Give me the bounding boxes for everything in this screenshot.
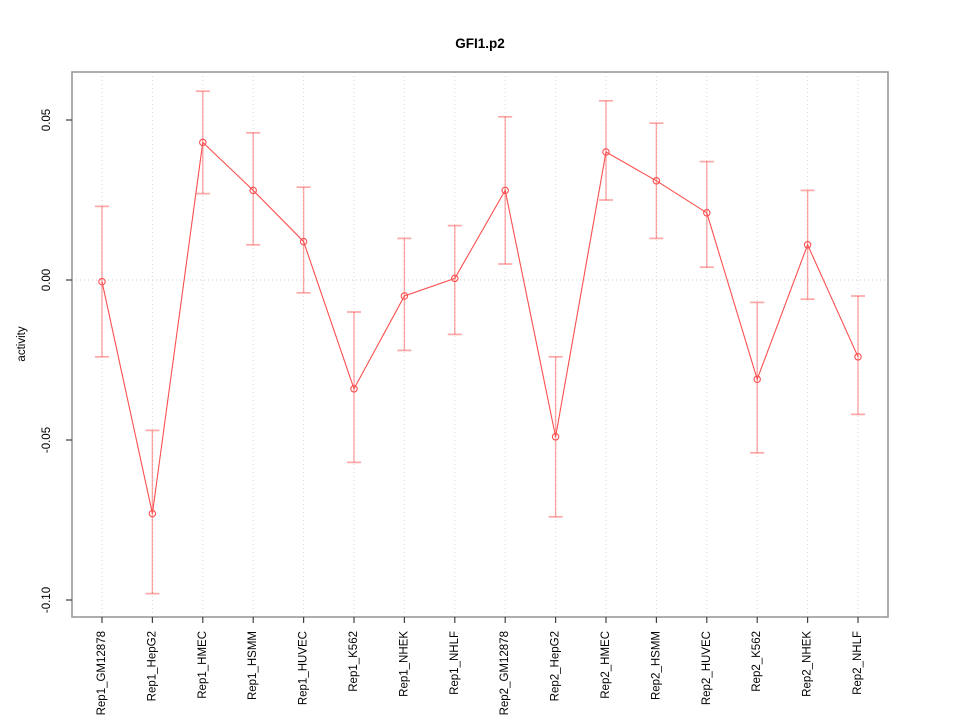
data-point bbox=[602, 148, 610, 156]
error-bars bbox=[95, 90, 865, 595]
data-point bbox=[249, 186, 257, 195]
y-tick-label: 0.05 bbox=[41, 109, 53, 131]
plot-box bbox=[71, 71, 889, 618]
chart-title: GFI1.p2 bbox=[455, 36, 505, 51]
y-tick-label: 0.00 bbox=[41, 269, 53, 291]
x-tick-label: Rep1_K562 bbox=[348, 631, 360, 692]
data-point bbox=[451, 274, 459, 283]
data-point bbox=[199, 138, 207, 147]
x-axis: Rep1_GM12878 Rep1_HepG2 Rep1_HMEC Rep1_HSMM… bbox=[96, 617, 864, 715]
data-point bbox=[501, 186, 509, 195]
y-tick-label: -0.05 bbox=[41, 427, 53, 453]
data-point bbox=[299, 237, 308, 246]
data-line bbox=[101, 141, 859, 514]
x-tick-label: Rep2_HSMM bbox=[650, 631, 662, 700]
y-tick-label: -0.10 bbox=[41, 587, 53, 613]
data-point bbox=[350, 385, 358, 393]
data-point bbox=[400, 292, 409, 300]
data-points bbox=[98, 138, 862, 518]
x-tick-label: Rep2_HepG2 bbox=[550, 631, 562, 701]
x-tick-label: Rep2_NHEK bbox=[802, 631, 814, 697]
x-tick-label: Rep2_HUVEC bbox=[701, 631, 713, 705]
data-point bbox=[703, 209, 711, 217]
data-point bbox=[753, 375, 761, 383]
x-tick-label: Rep1_NHLF bbox=[449, 631, 461, 695]
series-line bbox=[101, 141, 859, 514]
data-point bbox=[854, 353, 862, 361]
x-tick-label: Rep1_HUVEC bbox=[298, 631, 310, 705]
x-tick-label: Rep1_HMEC bbox=[197, 631, 209, 699]
x-tick-label: Rep2_K562 bbox=[751, 631, 763, 692]
y-axis: 0.05 0.00 -0.05 -0.10 bbox=[41, 109, 72, 613]
x-tick-label: Rep2_NHLF bbox=[852, 631, 864, 695]
x-tick-label: Rep2_HMEC bbox=[600, 631, 612, 699]
x-tick-label: Rep1_HepG2 bbox=[146, 631, 158, 701]
data-point bbox=[652, 177, 661, 185]
y-axis-title: activity bbox=[16, 326, 28, 361]
plot-border bbox=[71, 71, 889, 618]
data-point bbox=[148, 509, 157, 518]
data-point bbox=[803, 241, 812, 249]
x-tick-label: Rep1_HSMM bbox=[247, 631, 259, 700]
x-tick-label: Rep1_NHEK bbox=[398, 631, 410, 697]
data-point bbox=[98, 277, 106, 286]
data-point bbox=[551, 433, 560, 441]
x-tick-label: Rep1_GM12878 bbox=[96, 631, 108, 715]
x-tick-label: Rep2_GM12878 bbox=[499, 631, 511, 715]
